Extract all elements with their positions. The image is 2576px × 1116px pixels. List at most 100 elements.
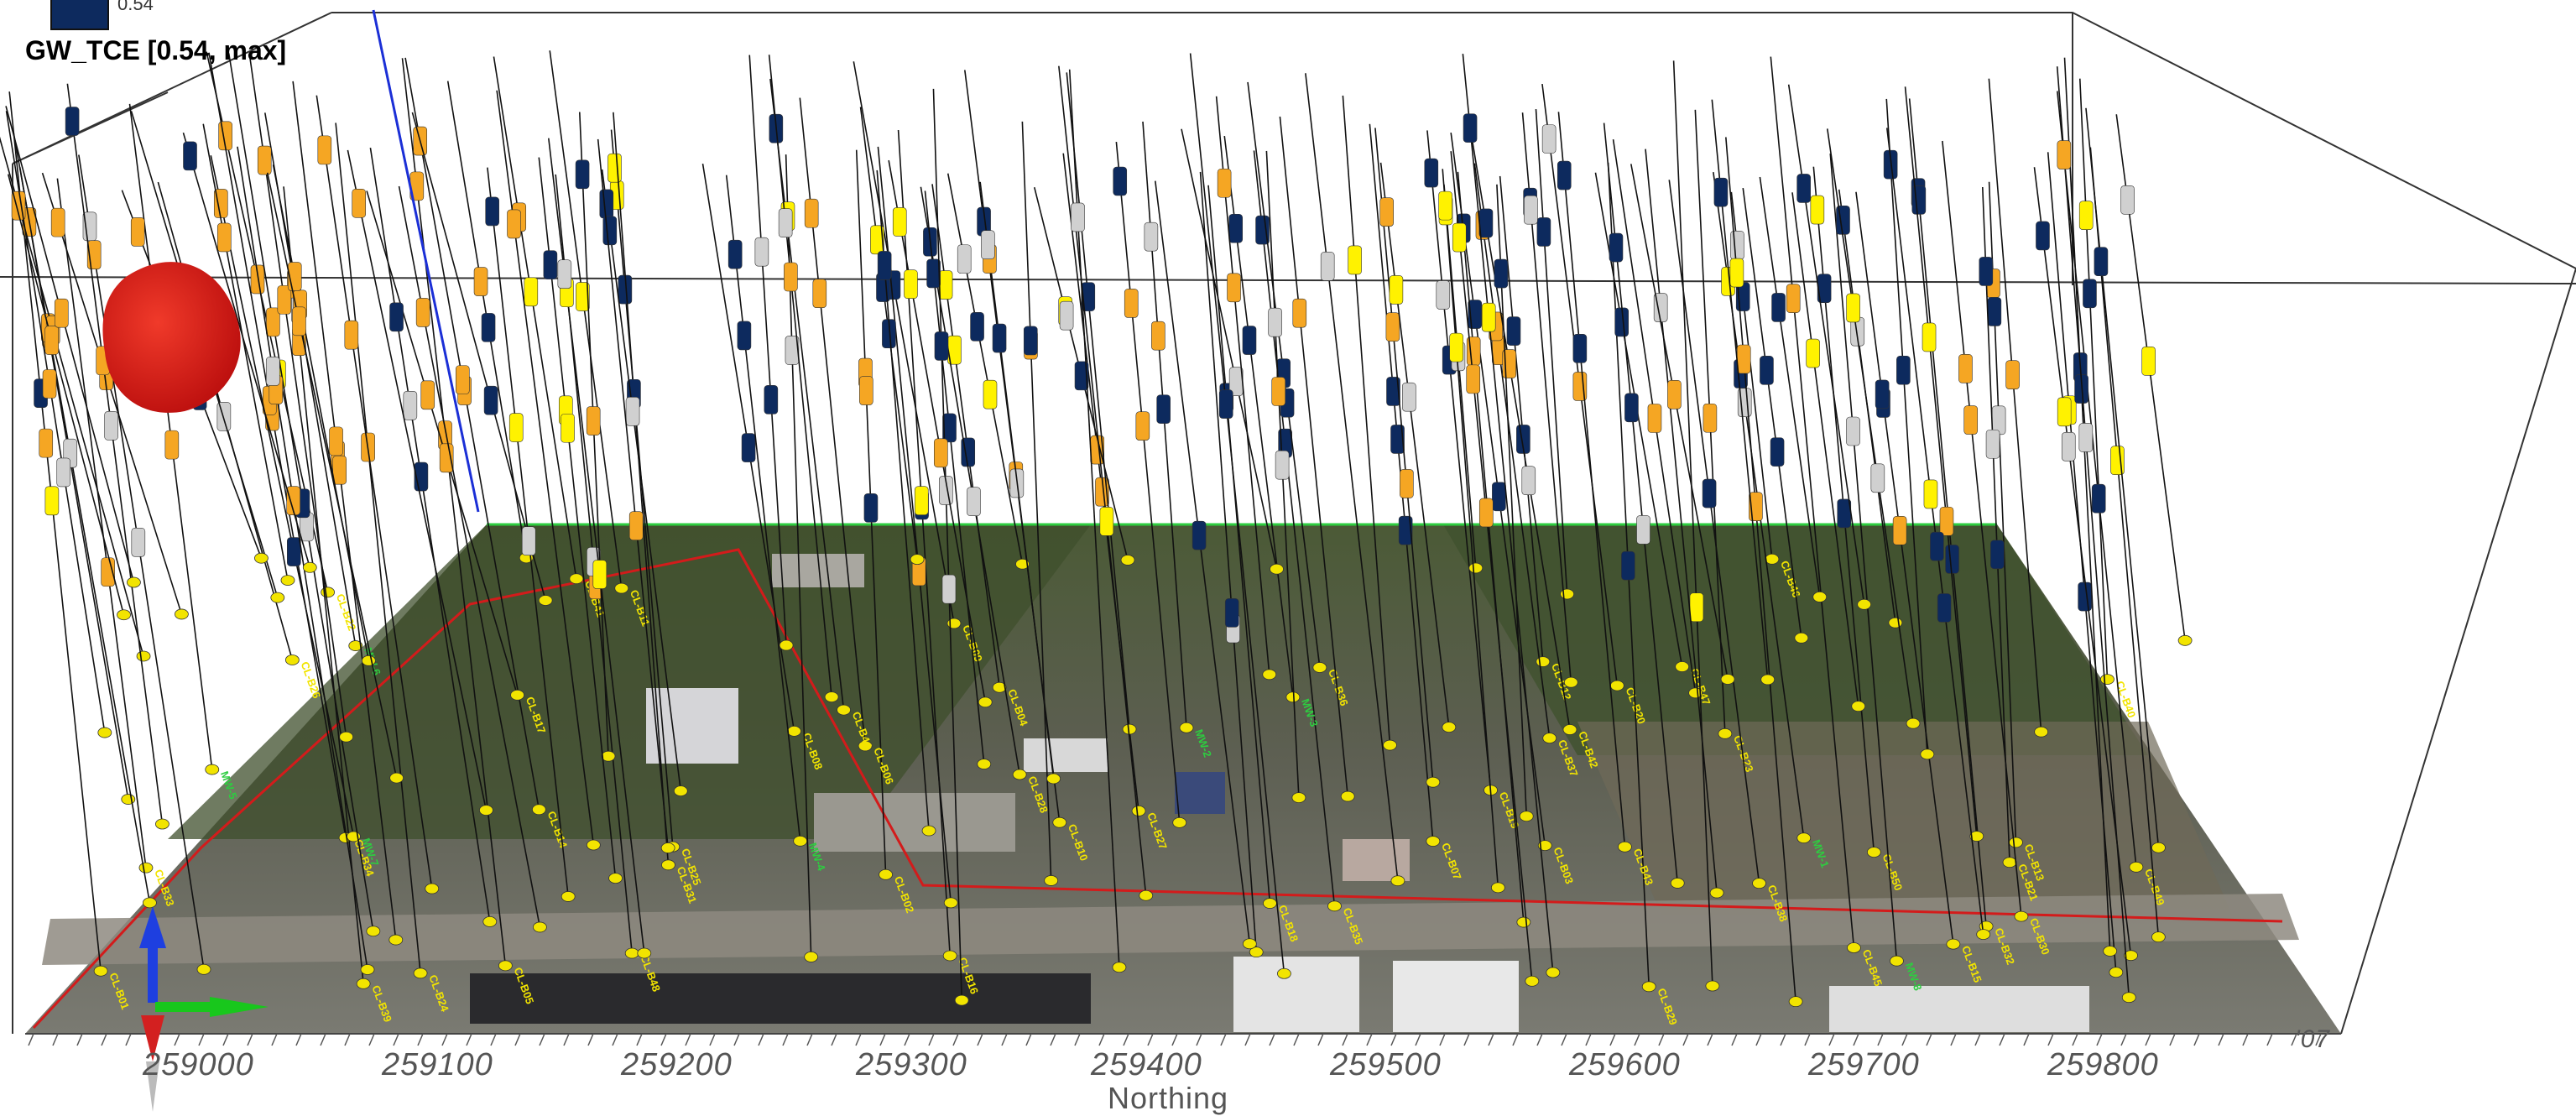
well-location-marker[interactable] xyxy=(1291,792,1306,804)
well-location-marker[interactable] xyxy=(510,689,524,701)
well-location-marker[interactable] xyxy=(1563,676,1578,688)
x-axis-arrow-icon[interactable] xyxy=(141,1015,164,1061)
sample-interval-cylinder[interactable] xyxy=(2094,247,2109,277)
well-location-marker[interactable] xyxy=(824,691,839,703)
well-location-marker[interactable] xyxy=(1044,875,1059,886)
sample-interval-cylinder[interactable] xyxy=(292,306,306,336)
sample-interval-cylinder[interactable] xyxy=(1937,593,1952,623)
sample-interval-cylinder[interactable] xyxy=(1113,166,1128,196)
well-location-marker[interactable] xyxy=(779,639,794,651)
well-location-marker[interactable] xyxy=(637,947,652,959)
well-location-marker[interactable] xyxy=(1262,669,1277,681)
sample-interval-cylinder[interactable] xyxy=(1385,312,1400,342)
sample-interval-cylinder[interactable] xyxy=(1979,257,1994,286)
well-location-marker[interactable] xyxy=(360,964,375,975)
well-location-marker[interactable] xyxy=(910,554,925,566)
well-location-marker[interactable] xyxy=(1718,727,1733,739)
sample-interval-cylinder[interactable] xyxy=(1059,300,1074,331)
sample-interval-cylinder[interactable] xyxy=(50,207,65,237)
sample-interval-cylinder[interactable] xyxy=(104,411,118,441)
sample-interval-cylinder[interactable] xyxy=(1436,280,1451,310)
sample-interval-cylinder[interactable] xyxy=(1275,450,1290,480)
well-location-marker[interactable] xyxy=(569,573,584,585)
sample-interval-cylinder[interactable] xyxy=(1911,185,1927,215)
sample-interval-cylinder[interactable] xyxy=(1398,515,1413,545)
sample-interval-cylinder[interactable] xyxy=(737,321,752,351)
well-location-marker[interactable] xyxy=(1249,947,1264,958)
sample-interval-cylinder[interactable] xyxy=(403,391,418,420)
sample-interval-cylinder[interactable] xyxy=(741,433,756,462)
sample-interval-cylinder[interactable] xyxy=(277,285,292,315)
sample-interval-cylinder[interactable] xyxy=(863,493,879,523)
sample-interval-cylinder[interactable] xyxy=(1609,232,1624,263)
well-location-marker[interactable] xyxy=(2109,967,2124,978)
well-location-marker[interactable] xyxy=(1812,592,1828,602)
sample-interval-cylinder[interactable] xyxy=(1689,592,1704,623)
well-location-marker[interactable] xyxy=(366,926,381,937)
sample-interval-cylinder[interactable] xyxy=(957,244,972,274)
sample-interval-cylinder[interactable] xyxy=(521,526,536,556)
sample-interval-cylinder[interactable] xyxy=(2078,201,2094,231)
sample-interval-cylinder[interactable] xyxy=(1320,252,1335,281)
sample-interval-cylinder[interactable] xyxy=(1810,195,1825,225)
well-location-marker[interactable] xyxy=(1920,748,1935,760)
sample-interval-cylinder[interactable] xyxy=(557,259,572,289)
well-location-marker[interactable] xyxy=(1546,967,1561,978)
well-location-marker[interactable] xyxy=(660,842,675,853)
sample-interval-cylinder[interactable] xyxy=(628,511,644,540)
sample-interval-cylinder[interactable] xyxy=(1922,322,1937,352)
sample-interval-cylinder[interactable] xyxy=(1255,215,1270,245)
sample-interval-cylinder[interactable] xyxy=(784,262,798,292)
well-location-marker[interactable] xyxy=(787,725,801,737)
well-location-marker[interactable] xyxy=(1442,722,1457,733)
sample-interval-cylinder[interactable] xyxy=(1099,507,1114,536)
sample-interval-cylinder[interactable] xyxy=(2061,432,2076,462)
well-location-marker[interactable] xyxy=(1516,916,1531,928)
well-location-marker[interactable] xyxy=(388,934,404,946)
sample-interval-cylinder[interactable] xyxy=(2091,483,2106,514)
y-axis-arrow-icon[interactable] xyxy=(210,997,269,1017)
sample-interval-cylinder[interactable] xyxy=(1463,113,1478,143)
sample-interval-cylinder[interactable] xyxy=(266,307,280,337)
well-location-marker[interactable] xyxy=(1969,831,1984,842)
well-location-marker[interactable] xyxy=(1641,981,1656,993)
well-location-marker[interactable] xyxy=(280,575,295,586)
well-location-marker[interactable] xyxy=(2121,992,2136,1004)
well-location-marker[interactable] xyxy=(356,978,371,989)
well-location-marker[interactable] xyxy=(586,839,601,851)
sample-interval-cylinder[interactable] xyxy=(415,298,430,327)
well-location-marker[interactable] xyxy=(143,897,157,909)
well-location-marker[interactable] xyxy=(1537,840,1552,852)
sample-interval-cylinder[interactable] xyxy=(1846,416,1860,446)
well-location-marker[interactable] xyxy=(793,835,808,847)
sample-interval-cylinder[interactable] xyxy=(2036,221,2050,251)
well-location-marker[interactable] xyxy=(837,704,851,716)
sample-interval-cylinder[interactable] xyxy=(892,207,907,237)
sample-interval-cylinder[interactable] xyxy=(286,486,300,515)
sample-interval-cylinder[interactable] xyxy=(1466,364,1481,394)
well-location-marker[interactable] xyxy=(1765,553,1780,565)
well-location-marker[interactable] xyxy=(1383,739,1397,751)
sample-interval-cylinder[interactable] xyxy=(2141,347,2156,376)
sample-interval-cylinder[interactable] xyxy=(524,277,539,307)
sample-interval-cylinder[interactable] xyxy=(804,198,819,228)
sample-interval-cylinder[interactable] xyxy=(1930,531,1944,561)
sample-interval-cylinder[interactable] xyxy=(2078,581,2092,612)
sample-interval-cylinder[interactable] xyxy=(592,560,607,589)
sample-interval-cylinder[interactable] xyxy=(1760,356,1774,385)
sample-interval-cylinder[interactable] xyxy=(1144,222,1159,252)
well-location-marker[interactable] xyxy=(1285,691,1301,703)
sample-interval-cylinder[interactable] xyxy=(56,457,71,488)
sample-interval-cylinder[interactable] xyxy=(44,326,59,355)
sample-interval-cylinder[interactable] xyxy=(1806,338,1820,368)
well-location-marker[interactable] xyxy=(879,868,893,880)
sample-interval-cylinder[interactable] xyxy=(1271,377,1286,406)
sample-interval-cylinder[interactable] xyxy=(344,320,359,350)
sample-interval-cylinder[interactable] xyxy=(785,336,800,365)
well-location-marker[interactable] xyxy=(2103,946,2118,957)
sample-interval-cylinder[interactable] xyxy=(933,438,948,468)
sample-interval-cylinder[interactable] xyxy=(914,486,929,515)
well-location-marker[interactable] xyxy=(1794,632,1809,644)
sample-interval-cylinder[interactable] xyxy=(42,369,57,399)
